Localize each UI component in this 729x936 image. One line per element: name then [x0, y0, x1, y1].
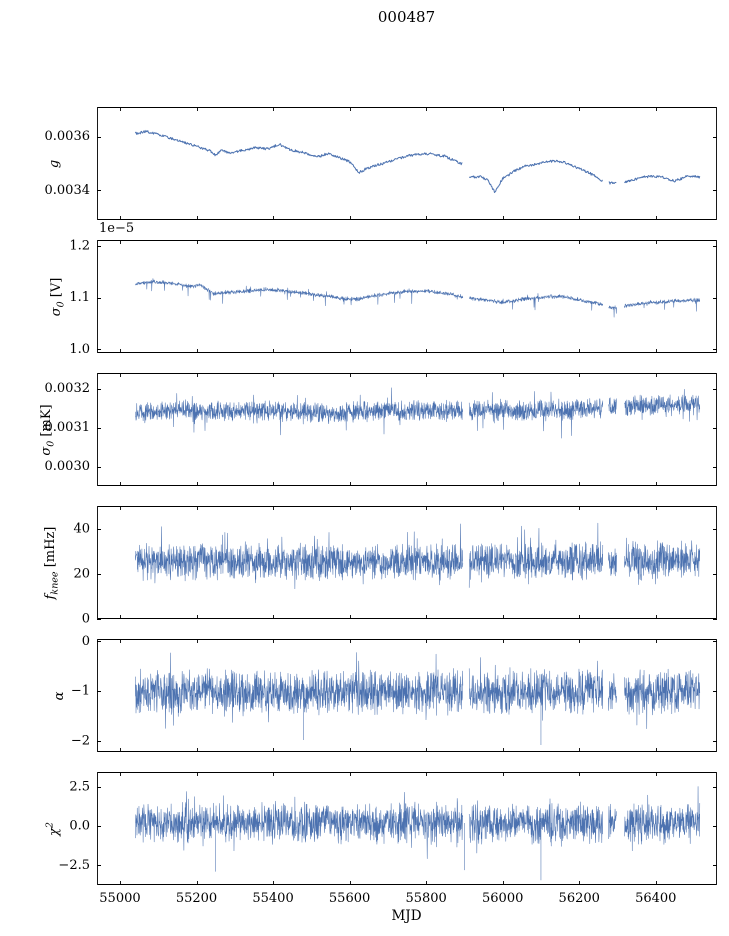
y-axis-label-sigma0-mk-text: σ: [38, 446, 54, 456]
y-axis-label-alpha-text: α: [51, 691, 67, 700]
x-axis-label: MJD: [391, 908, 422, 924]
y-axis-label-alpha: α: [46, 639, 67, 752]
y-axis-label-fknee-text: f: [42, 594, 58, 599]
y-axis-label-sigma0-v-sub: 0: [54, 300, 66, 307]
y-axis-label-sigma0-v-text: σ: [48, 306, 64, 316]
y-axis-label-sigma0-mk: σ0 [mK]: [33, 373, 56, 486]
axis-offset-text: 1e−5: [99, 221, 135, 236]
y-axis-label-g: g: [41, 107, 62, 220]
y-axis-label-chi2-sup: 2: [44, 821, 55, 828]
y-axis-label-g-text: g: [46, 159, 62, 168]
y-axis-label-fknee-unit: [mHz]: [42, 526, 58, 571]
y-axis-label-fknee-sub: knee: [48, 570, 60, 595]
y-axis-label-sigma0-v: σ0 [V]: [43, 240, 66, 353]
y-axis-label-chi2: χ2: [41, 772, 62, 885]
y-axis-label-sigma0-mk-sub: 0: [44, 440, 56, 447]
y-axis-label-fknee: fknee [mHz]: [37, 506, 60, 619]
y-axis-label-chi2-text: χ: [46, 827, 62, 836]
y-axis-label-sigma0-mk-unit: [mK]: [38, 403, 54, 441]
y-axis-label-sigma0-v-unit: [V]: [48, 277, 64, 301]
